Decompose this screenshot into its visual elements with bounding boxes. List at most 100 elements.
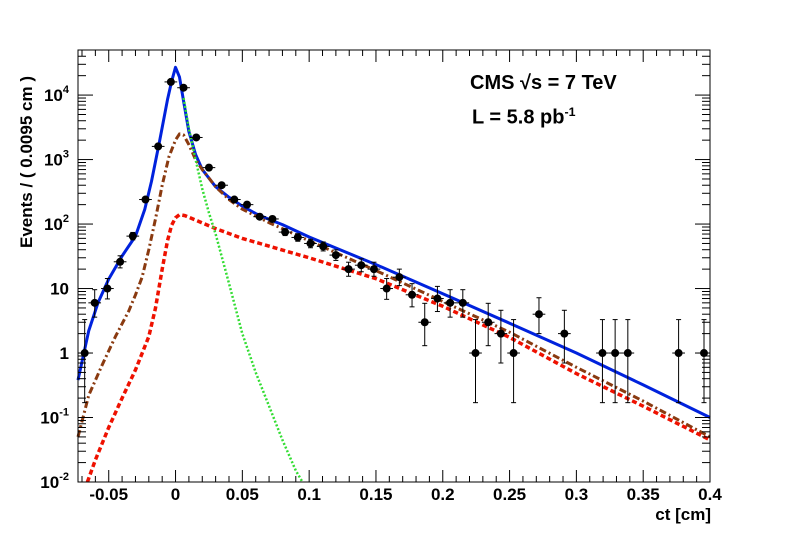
data-point — [113, 255, 127, 269]
data-point — [558, 309, 571, 364]
x-axis-ticks: -0.05 0 0.05 0.1 0.15 0.2 0.25 0.3 0.35 0.4 — [81, 50, 722, 504]
data-point — [291, 233, 305, 242]
y-tick-label: 10 — [50, 280, 69, 299]
data-marker — [433, 294, 442, 303]
luminosity-exponent: -1 — [564, 105, 576, 119]
data-point — [418, 302, 432, 347]
y-tick-base: 10 — [44, 86, 63, 105]
data-point — [354, 258, 368, 273]
x-tick-label: 0.15 — [359, 485, 392, 504]
y-tick-label: 1 — [60, 344, 69, 363]
data-point — [532, 297, 546, 335]
data-marker — [458, 298, 467, 307]
luminosity-label: L = 5.8 pb-1 — [472, 105, 575, 130]
y-tick-label: 10-2 — [40, 471, 69, 492]
x-tick-label: 0 — [171, 485, 180, 504]
data-marker — [293, 233, 302, 242]
data-marker — [611, 349, 620, 358]
data-marker — [357, 261, 366, 270]
data-marker — [243, 200, 252, 209]
data-point — [189, 133, 203, 142]
data-point — [139, 195, 152, 204]
data-point — [342, 261, 355, 277]
data-point — [380, 278, 393, 300]
data-marker — [217, 181, 226, 190]
y-tick-exponent: -2 — [59, 471, 69, 483]
data-point — [443, 289, 457, 318]
data-point — [126, 231, 140, 241]
y-tick-exponent: 2 — [63, 213, 69, 225]
x-tick-label: 0.05 — [226, 485, 259, 504]
data-marker — [509, 349, 518, 358]
data-marker — [179, 83, 188, 92]
data-marker — [471, 349, 480, 358]
x-axis-label: ct [cm] — [655, 505, 711, 524]
data-point — [278, 228, 292, 237]
data-marker — [408, 290, 417, 299]
data-marker — [192, 133, 201, 142]
data-point — [215, 181, 228, 190]
data-point — [329, 249, 343, 261]
data-point — [151, 142, 165, 151]
data-marker — [230, 195, 239, 204]
data-marker — [560, 329, 569, 338]
data-marker — [331, 251, 340, 260]
data-marker — [281, 228, 290, 237]
x-tick-label: 0.2 — [431, 485, 455, 504]
data-point — [177, 83, 190, 92]
data-point — [202, 163, 216, 172]
data-marker — [395, 273, 404, 282]
data-point — [608, 319, 622, 404]
y-tick-base: 10 — [40, 473, 59, 492]
y-tick-exponent: 4 — [63, 84, 70, 96]
data-marker — [382, 284, 391, 293]
data-point — [697, 319, 710, 404]
plot-frame — [77, 49, 711, 483]
y-tick-exponent: -1 — [59, 407, 69, 419]
data-marker — [496, 329, 505, 338]
y-tick-base: 10 — [40, 409, 59, 428]
fit-curves — [76, 65, 711, 483]
data-point — [88, 289, 102, 318]
data-marker — [534, 310, 543, 319]
fit-curve-dot — [182, 97, 304, 483]
data-point — [481, 302, 495, 347]
x-tick-label: -0.05 — [89, 485, 128, 504]
data-point — [240, 200, 254, 209]
data-marker — [319, 242, 328, 251]
data-point — [621, 319, 635, 404]
data-marker — [344, 265, 353, 274]
fit-curve-dashdot — [76, 132, 711, 439]
data-marker — [204, 163, 213, 172]
data-marker — [306, 239, 315, 248]
y-tick-label: 102 — [44, 213, 69, 234]
y-tick-exponent: 3 — [63, 149, 69, 161]
data-marker — [598, 349, 607, 358]
data-point — [405, 283, 419, 308]
fit-curve-dash — [85, 212, 711, 483]
luminosity-value: L = 5.8 pb — [472, 106, 565, 129]
data-point — [596, 319, 609, 404]
data-marker — [116, 257, 125, 266]
data-marker — [369, 265, 378, 274]
data-point — [431, 285, 444, 313]
data-point — [266, 214, 279, 223]
y-tick-label: 104 — [44, 84, 70, 105]
data-marker — [141, 195, 150, 204]
x-tick-label: 0.1 — [297, 485, 321, 504]
y-tick-label: 10-1 — [40, 407, 69, 428]
data-marker — [255, 212, 264, 221]
data-marker — [90, 298, 99, 307]
x-tick-label: 0.3 — [565, 485, 589, 504]
data-point — [507, 319, 520, 404]
data-marker — [674, 349, 683, 358]
x-tick-label: 0.4 — [698, 485, 722, 504]
data-point — [392, 268, 406, 287]
data-point — [227, 195, 241, 204]
data-marker — [103, 284, 112, 293]
data-marker — [268, 214, 277, 223]
y-tick-base: 1 — [60, 344, 69, 363]
data-marker — [623, 349, 632, 358]
data-point — [304, 238, 317, 249]
